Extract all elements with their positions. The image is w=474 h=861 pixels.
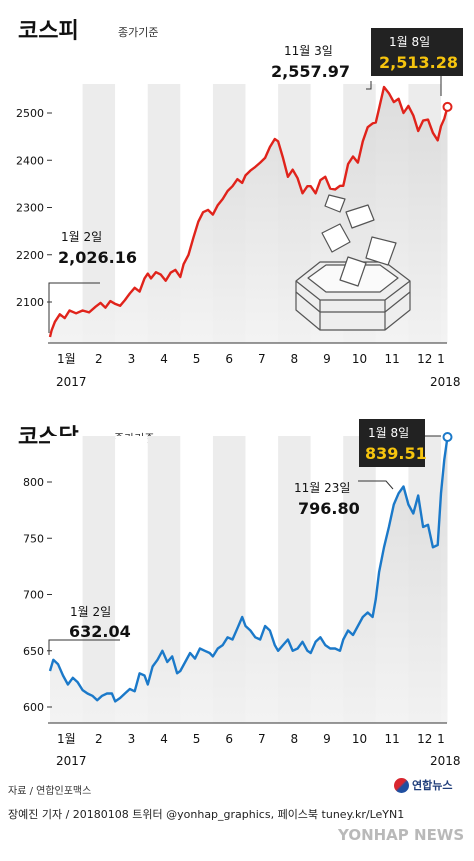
x-axis: 1월 2 3 4 5 6 7 8 9 10 11 12 1: [57, 732, 445, 746]
x-tick-label: 11: [384, 352, 399, 366]
annotation-start-label: 1월 2일: [61, 230, 102, 244]
yonhap-logo-icon: [394, 777, 409, 793]
x-tick-label: 5: [193, 352, 201, 366]
y-tick-label: 2500: [16, 107, 44, 120]
annotation-start: 1월 2일 2,026.16: [48, 230, 137, 333]
annotation-latest: 1월 8일 2,513.28: [371, 28, 463, 112]
publisher-logo-text: 연합뉴스: [412, 779, 453, 792]
x-tick-label: 9: [323, 352, 331, 366]
y-tick-label: 750: [23, 532, 44, 545]
chart-title: 코스피: [18, 19, 79, 44]
year-end-label: 2018: [430, 754, 461, 768]
x-tick-label: 10: [352, 352, 367, 366]
source-note: 자료 / 연합인포맥스: [8, 786, 92, 797]
x-tick-label: 12: [417, 732, 432, 746]
annotation-peak-value: 796.80: [298, 499, 360, 518]
annotation-peak-label: 11월 23일: [294, 481, 350, 495]
annotation-leader: [366, 81, 372, 90]
year-start-label: 2017: [56, 754, 87, 768]
annotation-latest: 1월 8일 839.51: [359, 419, 453, 467]
y-tick-label: 800: [23, 476, 44, 489]
month-stripe: [50, 84, 83, 343]
x-tick-label: 9: [323, 732, 331, 746]
x-tick-label: 1: [437, 352, 445, 366]
latest-point-marker: [442, 432, 453, 442]
year-start-label: 2017: [56, 375, 87, 389]
y-tick-label: 2100: [16, 296, 44, 309]
publisher-logo: 연합뉴스: [394, 777, 452, 793]
ballot-box-illustration: [295, 194, 411, 331]
x-tick-label: 1월: [57, 352, 76, 366]
annotation-latest-label: 1월 8일: [368, 426, 409, 440]
annotation-peak-value: 2,557.97: [271, 62, 350, 81]
x-tick-label: 10: [352, 732, 367, 746]
annotation-start-value: 632.04: [69, 622, 131, 641]
annotation-latest-value: 2,513.28: [379, 53, 458, 72]
annotation-latest-value: 839.51: [365, 444, 427, 463]
x-tick-label: 2: [95, 352, 103, 366]
x-tick-label: 4: [160, 732, 168, 746]
x-tick-label: 3: [128, 352, 136, 366]
x-tick-label: 6: [225, 352, 233, 366]
year-end-label: 2018: [430, 375, 461, 389]
latest-point-marker: [442, 101, 453, 112]
month-stripe: [82, 436, 116, 723]
kospi-panel: 코스피 종가기준 2100 2200 2300 2400 2500 1월 2 3 4 5 6 7 8 9…: [16, 19, 463, 389]
y-tick-label: 2400: [16, 154, 44, 167]
x-tick-label: 1월: [57, 732, 76, 746]
highlight-box: [371, 28, 463, 76]
y-tick-label: 650: [23, 645, 44, 658]
y-tick-label: 700: [23, 589, 44, 602]
x-tick-label: 11: [384, 732, 399, 746]
highlight-box: [359, 419, 425, 467]
credit-line: 장예진 기자 / 20180108 트위터 @yonhap_graphics, …: [8, 808, 405, 821]
y-tick-label: 600: [23, 701, 44, 714]
month-stripe: [82, 84, 116, 343]
annotation-peak: 11월 23일 796.80: [294, 480, 394, 518]
annotation-peak-label: 11월 3일: [284, 44, 333, 58]
x-tick-label: 7: [258, 732, 266, 746]
x-tick-label: 7: [258, 352, 266, 366]
x-tick-label: 2: [95, 732, 103, 746]
annotation-start: 1월 2일 632.04: [48, 605, 131, 655]
x-tick-label: 5: [193, 732, 201, 746]
annotation-leader: [48, 639, 120, 655]
series-line-kosdaq: [48, 436, 449, 703]
x-tick-label: 3: [128, 732, 136, 746]
annotation-leader: [48, 282, 100, 333]
annotation-leader: [358, 480, 394, 490]
annotation-peak: 11월 3일 2,557.97: [271, 44, 372, 90]
watermark: YONHAP NEWS: [338, 826, 465, 844]
series-area: [50, 437, 448, 723]
x-tick-label: 8: [291, 352, 299, 366]
x-axis: 1월 2 3 4 5 6 7 8 9 10 11 12 1: [57, 352, 445, 366]
x-tick-label: 8: [291, 732, 299, 746]
series-line-kospi: [48, 85, 449, 338]
annotation-start-label: 1월 2일: [70, 605, 111, 619]
x-tick-label: 4: [160, 352, 168, 366]
x-tick-label: 12: [417, 352, 432, 366]
y-axis: 2100 2200 2300 2400 2500: [16, 107, 52, 309]
y-axis: 600 650 700 750 800: [23, 476, 52, 714]
y-tick-label: 2300: [16, 202, 44, 215]
area-fill: [50, 437, 448, 723]
x-tick-label: 1: [437, 732, 445, 746]
x-tick-label: 6: [225, 732, 233, 746]
annotation-start-value: 2,026.16: [58, 248, 137, 267]
chart-subtitle: 종가기준: [118, 26, 158, 39]
annotation-latest-label: 1월 8일: [389, 35, 430, 49]
y-tick-label: 2200: [16, 249, 44, 262]
